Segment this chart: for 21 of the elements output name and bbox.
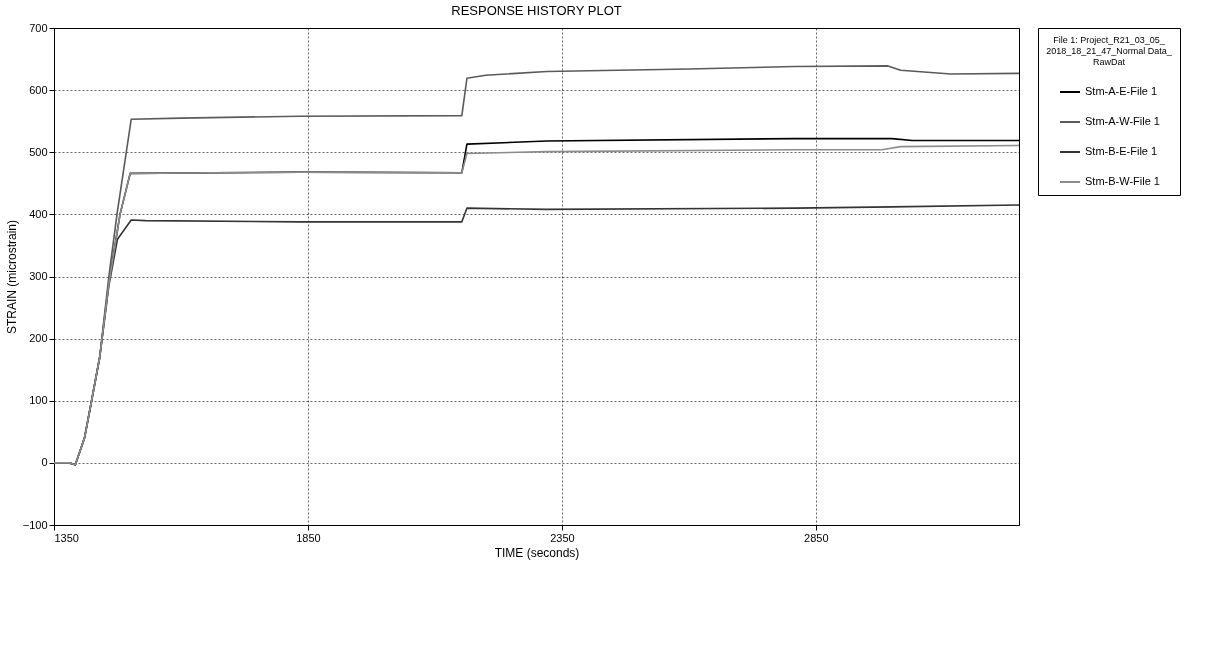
y-tick-label: 300 (29, 270, 48, 282)
y-tick-label: 700 (29, 21, 48, 34)
legend-label: Stm-A-E-File 1 (1085, 85, 1158, 97)
x-tick-label: 2850 (804, 531, 829, 544)
y-tick-label: 0 (41, 456, 48, 469)
y-tick-label: 400 (29, 207, 48, 220)
chart-title: RESPONSE HISTORY PLOT (451, 3, 622, 18)
x-tick-label: 2350 (550, 531, 575, 544)
y-tick-label: 500 (29, 145, 48, 158)
y-tick-label: 100 (29, 394, 48, 407)
legend-label: Stm-A-W-File 1 (1085, 115, 1160, 127)
y-axis-title: STRAIN (microstrain) (4, 219, 19, 335)
x-tick-label: 1350 (54, 531, 79, 544)
legend-title: File 1: Project_R21_03_05_2018_18_21_47_Normal Data_RawDat (1046, 35, 1173, 67)
y-tick-label: −100 (22, 518, 48, 531)
legend-label: Stm-B-E-File 1 (1085, 145, 1158, 157)
x-tick-label: 1850 (296, 531, 321, 544)
x-axis-title: TIME (seconds) (494, 545, 580, 560)
legend-label: Stm-B-W-File 1 (1085, 175, 1160, 187)
y-tick-label: 200 (29, 332, 48, 345)
y-tick-label: 600 (29, 83, 48, 96)
